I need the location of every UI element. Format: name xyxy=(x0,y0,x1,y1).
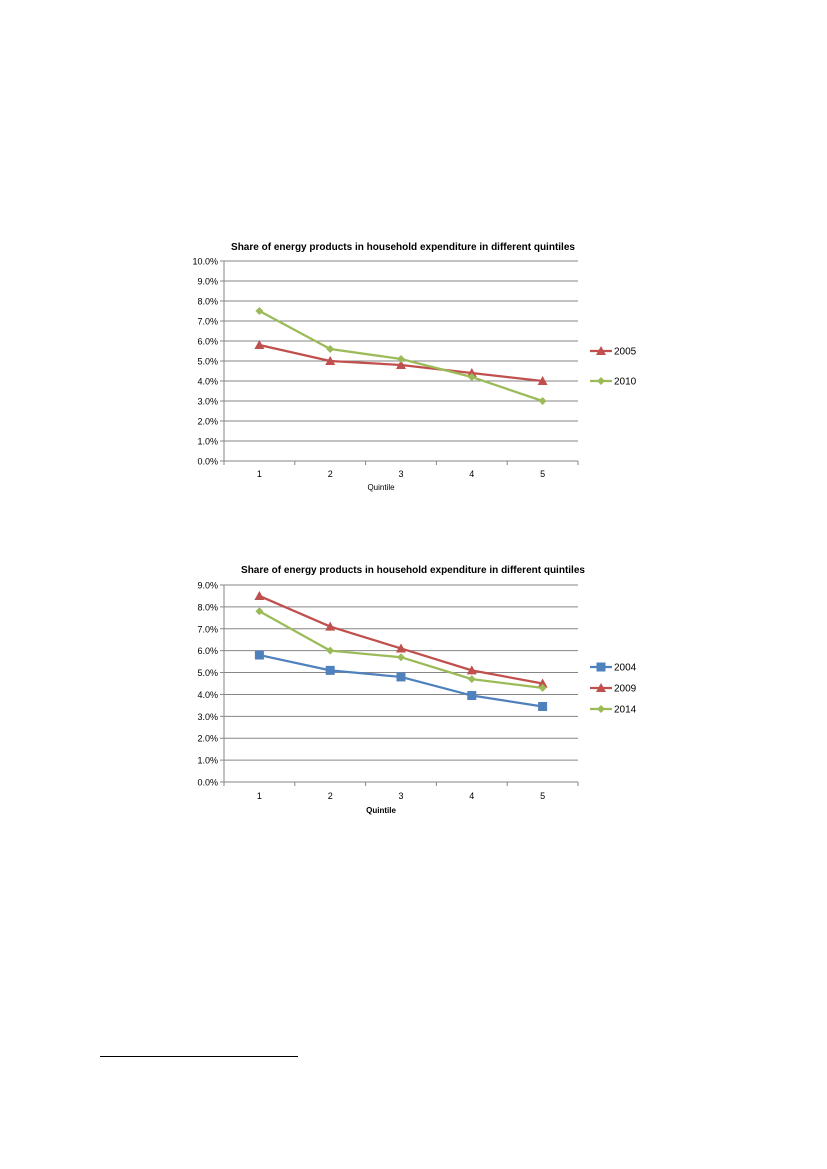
y-tick-label: 4.0% xyxy=(197,690,218,700)
data-point-2005-5 xyxy=(537,376,548,385)
series-line-2009 xyxy=(258,594,543,685)
y-tick-label: 0.0% xyxy=(197,778,218,788)
data-point-2005-3 xyxy=(396,360,406,369)
legend-item-2014: 2014 xyxy=(590,705,637,716)
data-point-2010-1 xyxy=(255,307,264,315)
data-point-2010-2 xyxy=(326,345,335,353)
legend-item-2004: 2004 xyxy=(590,662,637,674)
x-tick-label: 5 xyxy=(540,469,545,479)
data-point-2009-4 xyxy=(466,665,477,675)
data-point-2005-1 xyxy=(254,340,265,349)
legend-marker xyxy=(596,346,606,355)
data-point-2004-2 xyxy=(325,665,335,675)
series-2005 xyxy=(254,340,548,385)
y-tick-label: 3.0% xyxy=(197,397,218,407)
legend-marker xyxy=(596,662,606,672)
legend-item-2010: 2010 xyxy=(590,377,637,388)
y-tick-label: 8.0% xyxy=(197,602,218,612)
x-tick-label: 3 xyxy=(398,469,403,479)
legend-marker xyxy=(597,705,605,713)
y-tick-label: 9.0% xyxy=(197,277,218,287)
x-tick-label: 1 xyxy=(257,791,262,801)
x-tick-label: 2 xyxy=(328,469,333,479)
y-tick-label: 1.0% xyxy=(197,437,218,447)
data-point-2009-5 xyxy=(537,678,548,688)
legend-label: 2004 xyxy=(614,663,637,674)
y-tick-label: 9.0% xyxy=(197,581,218,591)
data-point-2004-4 xyxy=(467,691,477,701)
x-axis-label: Quintile xyxy=(367,483,395,492)
y-tick-label: 5.0% xyxy=(197,668,218,678)
x-tick-label: 3 xyxy=(398,791,403,801)
y-tick-label: 8.0% xyxy=(197,297,218,307)
data-point-2010-5 xyxy=(538,397,547,405)
y-tick-label: 6.0% xyxy=(197,337,218,347)
legend-label: 2014 xyxy=(614,705,637,716)
y-tick-label: 2.0% xyxy=(197,417,218,427)
legend-marker xyxy=(596,683,606,692)
y-tick-label: 7.0% xyxy=(197,317,218,327)
series-2010 xyxy=(255,307,547,405)
legend-label: 2009 xyxy=(614,684,637,695)
chart-title: Share of energy products in household ex… xyxy=(241,565,585,576)
legend-item-2009: 2009 xyxy=(590,683,637,695)
series-2009 xyxy=(254,590,548,688)
y-tick-label: 1.0% xyxy=(197,756,218,766)
footnote-separator xyxy=(100,1056,298,1057)
data-point-2014-4 xyxy=(467,675,476,684)
y-tick-label: 4.0% xyxy=(197,377,218,387)
data-point-2014-2 xyxy=(326,646,335,655)
x-tick-label: 4 xyxy=(469,791,474,801)
data-point-2014-3 xyxy=(397,653,405,662)
y-tick-label: 0.0% xyxy=(197,457,218,467)
data-point-2010-4 xyxy=(467,373,476,381)
data-point-2005-4 xyxy=(466,368,477,377)
data-point-2014-1 xyxy=(255,607,264,616)
data-point-2009-1 xyxy=(254,590,265,600)
data-point-2005-2 xyxy=(325,356,336,365)
legend-label: 2005 xyxy=(614,347,637,358)
data-point-2004-5 xyxy=(538,701,548,711)
data-point-2009-3 xyxy=(396,643,406,653)
data-point-2014-5 xyxy=(538,683,547,692)
series-2004 xyxy=(254,650,548,711)
y-tick-label: 6.0% xyxy=(197,646,218,656)
data-point-2009-2 xyxy=(325,621,336,631)
y-tick-label: 10.0% xyxy=(192,257,218,267)
data-point-2010-3 xyxy=(397,355,405,363)
x-tick-label: 2 xyxy=(328,791,333,801)
y-tick-label: 7.0% xyxy=(197,624,218,634)
chart-title: Share of energy products in household ex… xyxy=(231,242,575,253)
legend-item-2005: 2005 xyxy=(590,346,637,358)
legend-marker xyxy=(597,377,605,385)
x-tick-label: 4 xyxy=(469,469,474,479)
x-tick-label: 1 xyxy=(257,469,262,479)
x-axis-label: Quintile xyxy=(366,806,396,815)
y-tick-label: 5.0% xyxy=(197,357,218,367)
data-point-2004-1 xyxy=(254,650,264,660)
legend-label: 2010 xyxy=(614,377,637,388)
y-tick-label: 3.0% xyxy=(197,712,218,722)
y-tick-label: 2.0% xyxy=(197,734,218,744)
x-tick-label: 5 xyxy=(540,791,545,801)
series-2014 xyxy=(255,607,547,692)
data-point-2004-3 xyxy=(396,672,406,682)
